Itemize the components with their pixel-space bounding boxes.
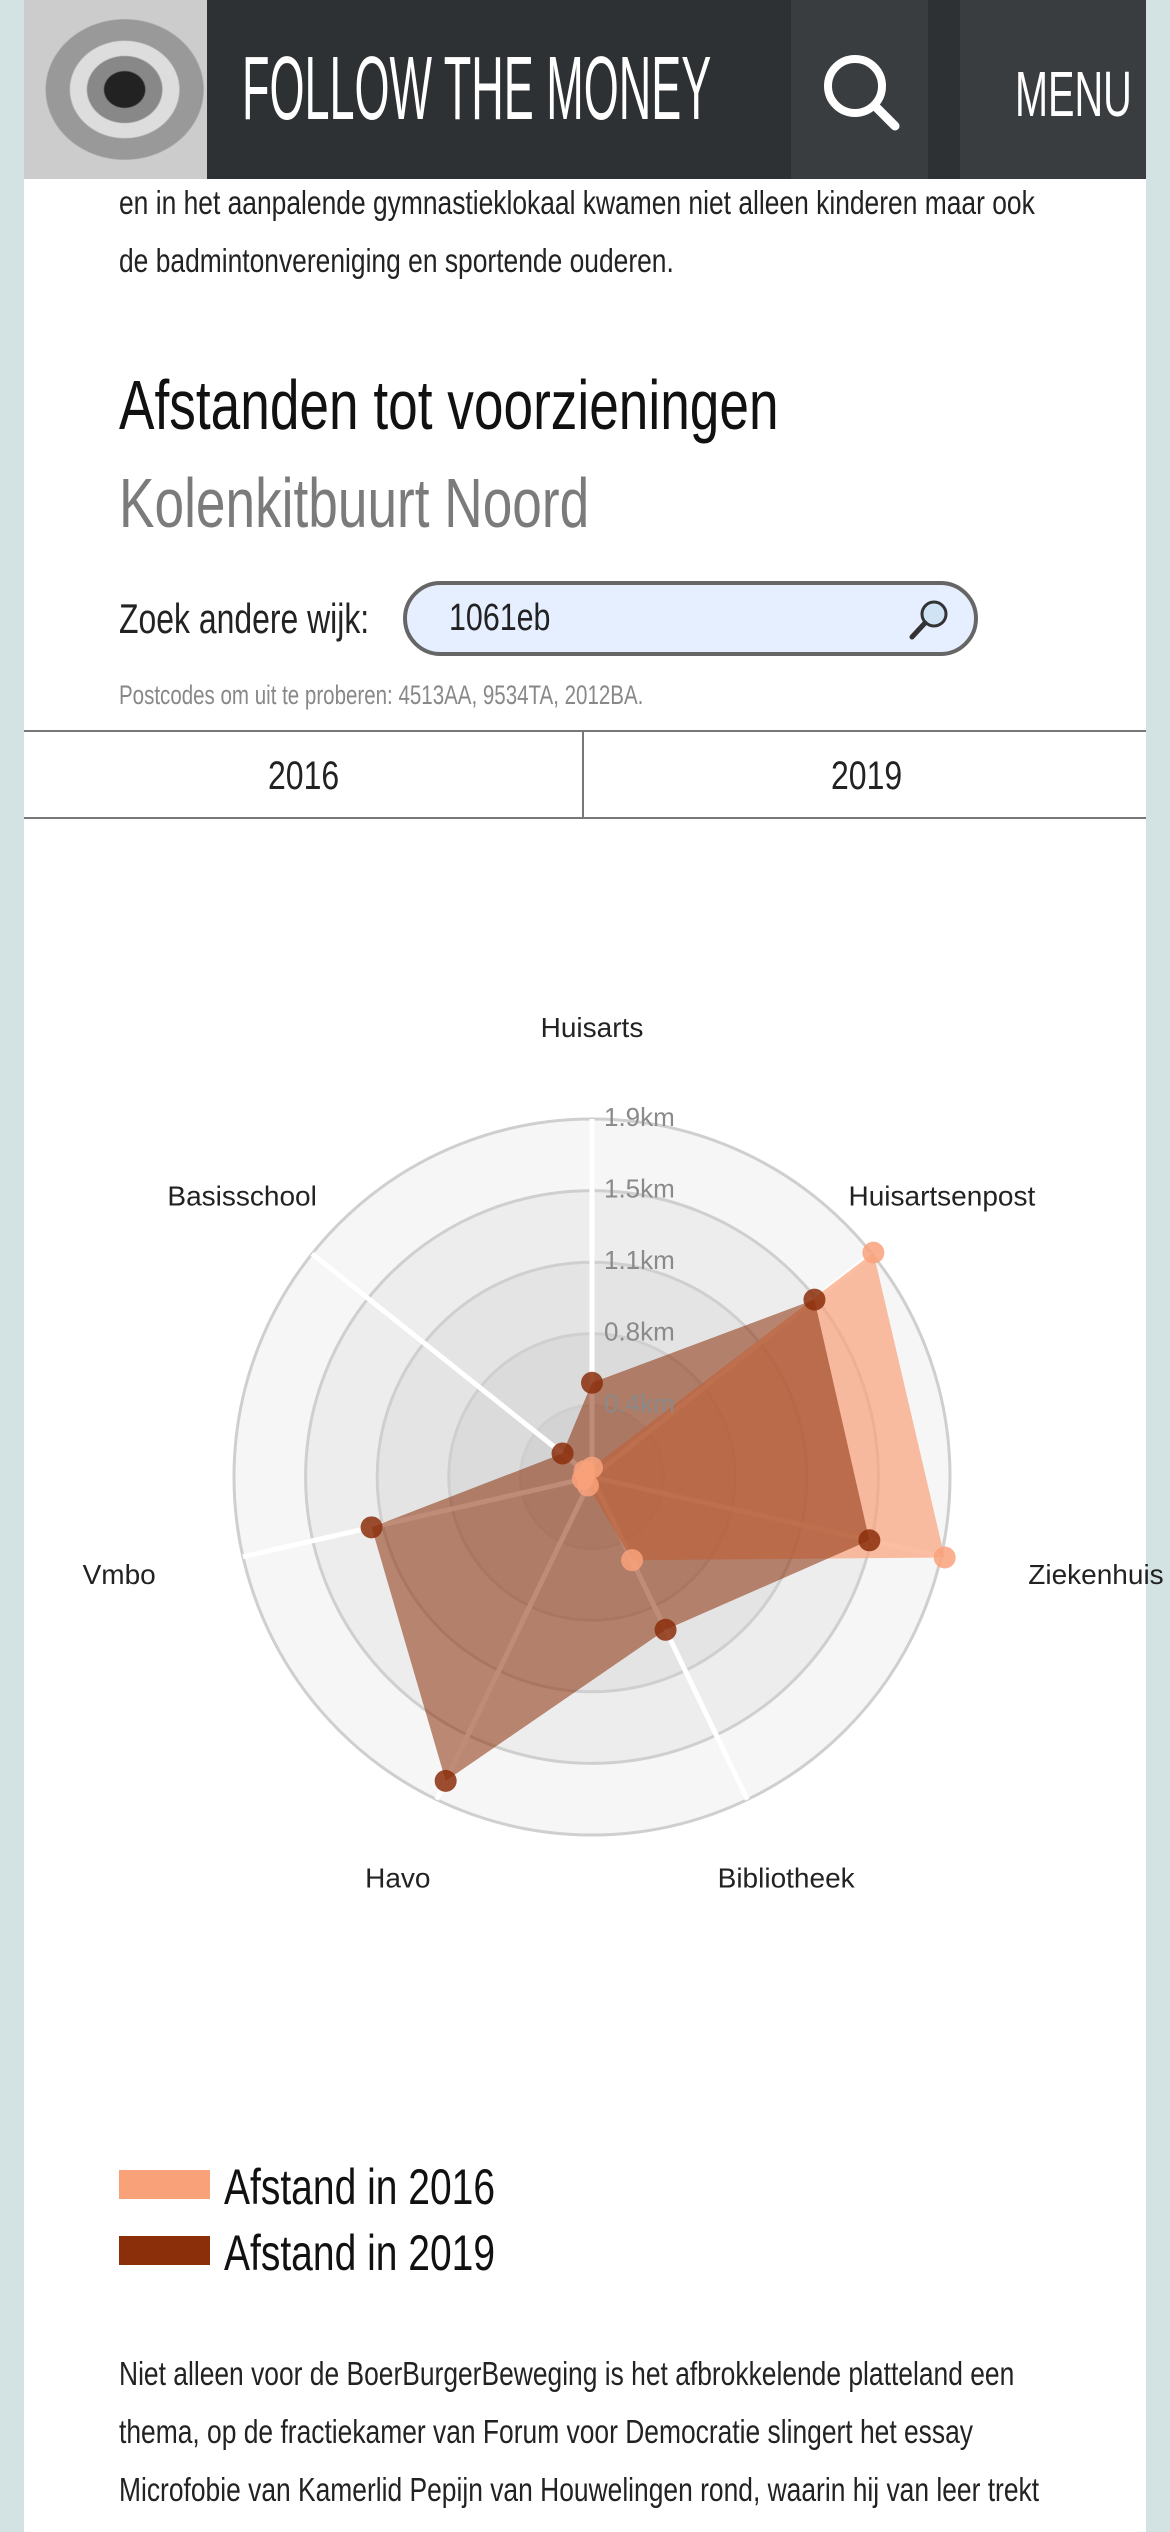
axis-label: Huisartsenpost — [848, 1180, 1035, 1211]
axis-label: Havo — [365, 1863, 430, 1894]
content-column — [24, 0, 1146, 2532]
search-hint: Postcodes om uit te proberen: 4513AA, 95… — [119, 680, 644, 710]
legend-label: Afstand in 2019 — [224, 2225, 496, 2281]
menu-button[interactable]: MENU — [960, 0, 1146, 179]
site-header: FOLLOW THE MONEY MENU — [24, 0, 1146, 179]
outro-line: Microfobie van Kamerlid Pepijn van Houwe… — [119, 2471, 1040, 2508]
spoke — [310, 1251, 594, 1479]
data-point — [551, 1442, 574, 1465]
outro-line: thema, op de fractiekamer van Forum voor… — [119, 2413, 973, 2450]
tab-divider — [582, 732, 584, 817]
tab-label[interactable]: 2019 — [831, 754, 903, 798]
tab-label[interactable]: 2016 — [268, 754, 340, 798]
intro-line: en in het aanpalende gymnastieklokaal kw… — [119, 184, 1035, 221]
tick-label: 1.5km — [604, 1173, 675, 1203]
data-point — [803, 1288, 826, 1311]
data-point — [933, 1546, 956, 1569]
legend-swatch — [119, 2236, 210, 2265]
series-area — [371, 1299, 870, 1781]
tick-label: 0.8km — [604, 1317, 675, 1347]
data-point — [654, 1618, 677, 1641]
magnifier-icon — [909, 600, 948, 640]
axis-label: Huisarts — [541, 1012, 644, 1043]
data-point — [573, 1460, 596, 1483]
axis-label: Bibliotheek — [718, 1863, 856, 1894]
data-point — [581, 1371, 603, 1394]
axis-label: Ziekenhuis — [1028, 1559, 1163, 1590]
axis-label: Vmbo — [83, 1559, 156, 1590]
data-point — [862, 1241, 885, 1264]
chart-subtitle: Kolenkitbuurt Noord — [119, 464, 590, 542]
search-input[interactable]: 1061eb — [403, 581, 978, 656]
intro-line: de badmintonvereniging en sportende oude… — [119, 242, 674, 279]
data-point — [360, 1516, 383, 1539]
legend-label: Afstand in 2016 — [224, 2159, 496, 2215]
search-label: Zoek andere wijk: — [119, 595, 370, 642]
data-point — [434, 1769, 457, 1792]
data-point — [621, 1549, 644, 1572]
axis-label: Basisschool — [167, 1180, 316, 1211]
tab-2016[interactable]: 2016 — [24, 732, 582, 817]
tick-label: 1.9km — [604, 1102, 675, 1132]
logo-image[interactable] — [24, 0, 207, 179]
tick-label: 0.4km — [604, 1388, 675, 1418]
tick-label: 1.1km — [604, 1245, 675, 1275]
menu-label[interactable]: MENU — [1015, 58, 1132, 130]
chart-title: Afstanden tot voorzieningen — [119, 366, 779, 444]
tab-2019[interactable]: 2019 — [584, 732, 1146, 817]
legend-swatch — [119, 2170, 210, 2199]
year-tabs: 2016 2019 — [24, 730, 1146, 819]
search-value[interactable]: 1061eb — [449, 597, 551, 639]
site-title[interactable]: FOLLOW THE MONEY — [242, 39, 712, 139]
data-point — [858, 1529, 881, 1552]
search-button[interactable] — [791, 0, 928, 179]
search-icon — [824, 55, 900, 131]
outro-line: Niet alleen voor de BoerBurgerBeweging i… — [119, 2355, 1015, 2392]
